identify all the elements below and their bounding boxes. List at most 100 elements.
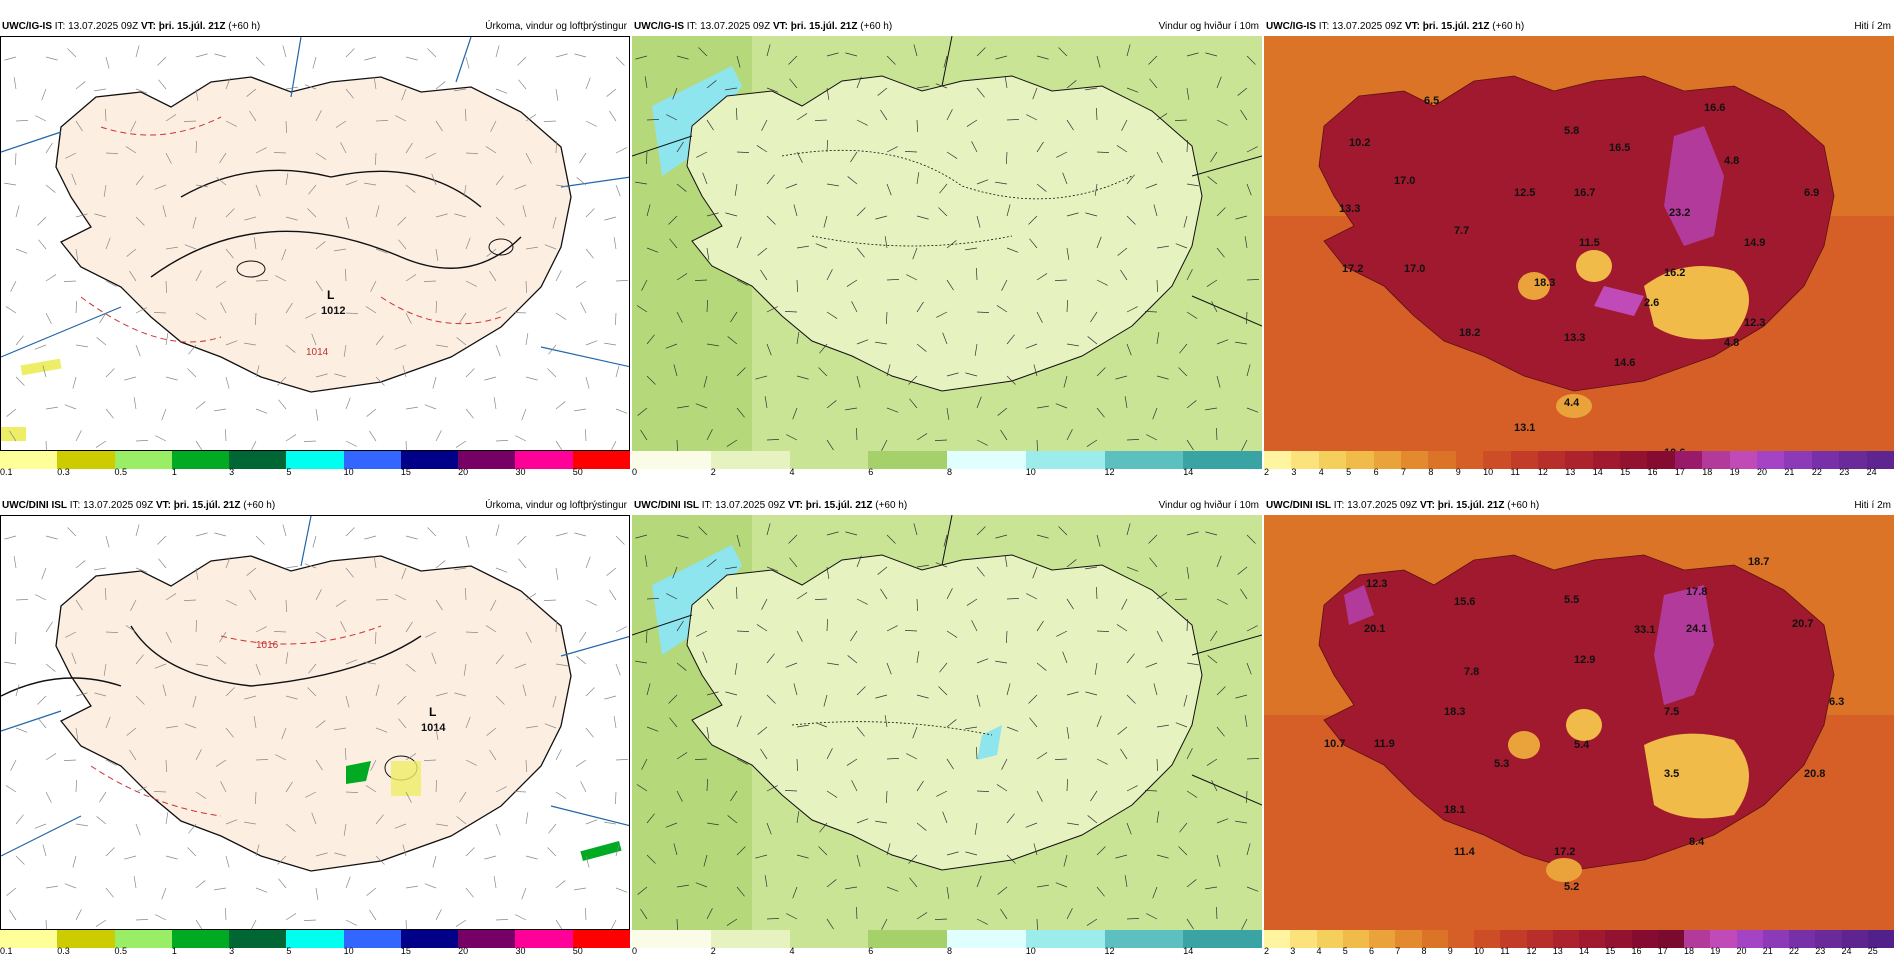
wind-barb <box>1175 722 1188 728</box>
init-time: 13.07.2025 09Z <box>68 21 139 32</box>
wind-barb <box>15 631 17 645</box>
wind-barb <box>281 248 287 261</box>
wind-barb <box>604 695 617 700</box>
wind-barb <box>946 719 957 728</box>
precip-map[interactable]: L 1014 1016 <box>0 515 630 930</box>
wind-barb <box>225 376 230 389</box>
wind-barb <box>405 184 416 193</box>
wind-barb <box>706 726 710 739</box>
colorbar-tick-label: 5 <box>1342 946 1348 956</box>
wind-barb <box>312 56 317 69</box>
wind-barb <box>971 620 978 632</box>
colorbar-swatch <box>1537 451 1566 469</box>
wind-barb <box>936 311 948 318</box>
wind-barb <box>706 299 708 313</box>
wind-barb <box>334 373 347 378</box>
wind-barb <box>755 375 768 380</box>
colorbar-tick-label: 15 <box>400 467 411 477</box>
wind-barb <box>465 587 467 601</box>
model-name: UWC/IG-IS <box>634 21 684 32</box>
valid-time: þri. 15.júl. 21Z <box>805 500 873 511</box>
colorbar-swatch <box>1264 451 1292 469</box>
wind-barb <box>195 184 208 188</box>
wind-barb <box>1126 694 1136 704</box>
wind-barb <box>1126 523 1131 536</box>
colorbar-tick-label: 6 <box>868 946 874 956</box>
precip-map[interactable]: L 1012 1014 <box>0 36 630 451</box>
colorbar-swatch <box>1647 451 1675 469</box>
wind-barb <box>375 120 389 122</box>
wind-barb <box>1004 76 1008 89</box>
wind-barb <box>1066 212 1079 217</box>
wind-barb <box>543 120 557 122</box>
wind-barb <box>187 847 197 857</box>
wind-barb <box>646 204 651 217</box>
colorbar-swatch <box>1395 930 1422 948</box>
wind-barb <box>343 823 347 836</box>
wind-barb <box>225 77 231 90</box>
wind-barb <box>706 559 717 568</box>
wind-barb <box>495 524 500 537</box>
wind-barb <box>135 654 144 665</box>
wind-barb <box>465 152 479 154</box>
wind-barb <box>405 791 412 803</box>
wind-barb <box>1006 119 1020 121</box>
wind-barb <box>995 534 1008 539</box>
wind-barb <box>105 108 107 122</box>
wind-barb <box>105 716 111 729</box>
colorbar-swatch <box>0 451 58 469</box>
wind-barb <box>766 523 771 536</box>
wind-barb <box>938 686 948 696</box>
wind-barb <box>105 280 117 287</box>
wind-barb <box>15 248 28 254</box>
wind-barb <box>730 311 738 323</box>
wind-map[interactable] <box>632 515 1262 930</box>
colorbar-swatch <box>1605 930 1632 948</box>
wind-barb <box>435 120 443 132</box>
wind-barb <box>1066 119 1074 131</box>
wind-barb <box>826 618 828 632</box>
wind-barb <box>1235 694 1248 699</box>
wind-barb <box>364 661 377 665</box>
wind-barb <box>946 407 950 420</box>
wind-barb <box>165 280 167 294</box>
colorbar-swatch <box>868 451 947 469</box>
wind-barb <box>255 535 265 545</box>
wind-map[interactable] <box>632 36 1262 451</box>
wind-barb <box>285 652 289 665</box>
wind-barb <box>345 48 355 58</box>
wind-barb <box>706 598 714 610</box>
wind-barb <box>976 694 981 707</box>
wind-barb <box>1025 343 1038 349</box>
wind-barb <box>195 140 197 154</box>
colorbar-tick-label: 4 <box>1316 946 1322 956</box>
wind-barb <box>846 279 858 287</box>
wind-barb <box>401 88 407 101</box>
wind-barb <box>1156 811 1160 824</box>
wind-barb <box>364 535 377 540</box>
wind-barb <box>555 401 566 410</box>
temperature-map[interactable]: 18.7 12.3 17.8 15.6 5.5 20.1 24.1 20.7 33.1 12.9 7… <box>1264 515 1894 930</box>
wind-barb <box>1006 683 1011 696</box>
wind-barb <box>1246 886 1259 892</box>
wind-barb <box>165 246 178 250</box>
wind-barb <box>665 343 678 349</box>
colorbar-tick-label: 6 <box>1369 946 1375 956</box>
wind-barb <box>13 77 17 90</box>
wind-barb <box>965 247 978 251</box>
wind-barb <box>585 120 597 127</box>
wind-barb <box>1186 790 1198 798</box>
wind-barb <box>673 843 678 856</box>
wind-barb <box>847 176 858 185</box>
wind-barb <box>881 439 888 451</box>
wind-barb <box>555 619 557 633</box>
wind-barb <box>15 376 25 386</box>
it-label: IT: <box>1333 500 1345 511</box>
wind-barb <box>94 567 107 571</box>
wind-barb <box>285 695 298 700</box>
iceland-outline <box>686 554 1203 871</box>
wind-barb <box>788 534 798 544</box>
temperature-map[interactable]: 6.5 16.6 10.2 5.8 16.5 4.8 17.0 12.5 16.7 23.2 6.9… <box>1264 36 1894 451</box>
wind-barb <box>495 786 507 793</box>
wind-barb <box>1006 854 1016 864</box>
